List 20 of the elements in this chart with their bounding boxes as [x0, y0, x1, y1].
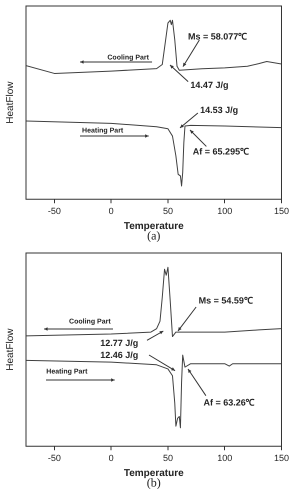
annotation: Ms = 58.077℃: [188, 30, 248, 42]
x-tick-label: 150: [274, 206, 290, 216]
x-tick-label: 150: [274, 453, 290, 464]
x-tick-label: 50: [162, 206, 173, 216]
annotation: Af = 65.295℃: [192, 145, 250, 158]
annotation: Ms = 54.59℃: [198, 294, 253, 307]
annotation: 14.47 J/g: [190, 80, 228, 90]
x-tick-label: -50: [48, 453, 61, 464]
y-axis-title: HeatFlow: [4, 80, 16, 124]
annotation: 12.77 J/g: [100, 338, 138, 348]
y-axis-title: HeatFlow: [4, 328, 16, 371]
annotation: 12.46 J/g: [100, 350, 138, 360]
x-tick-label: 100: [217, 206, 232, 216]
x-tick-label: 0: [108, 453, 114, 464]
x-tick-label: 0: [108, 206, 114, 216]
annotation: Af = 63.26℃: [203, 396, 255, 409]
x-tick-label: 100: [217, 453, 232, 464]
x-tick-label: -50: [48, 206, 61, 216]
annotation: 14.53 J/g: [200, 104, 238, 115]
x-tick-label: 50: [162, 453, 173, 464]
